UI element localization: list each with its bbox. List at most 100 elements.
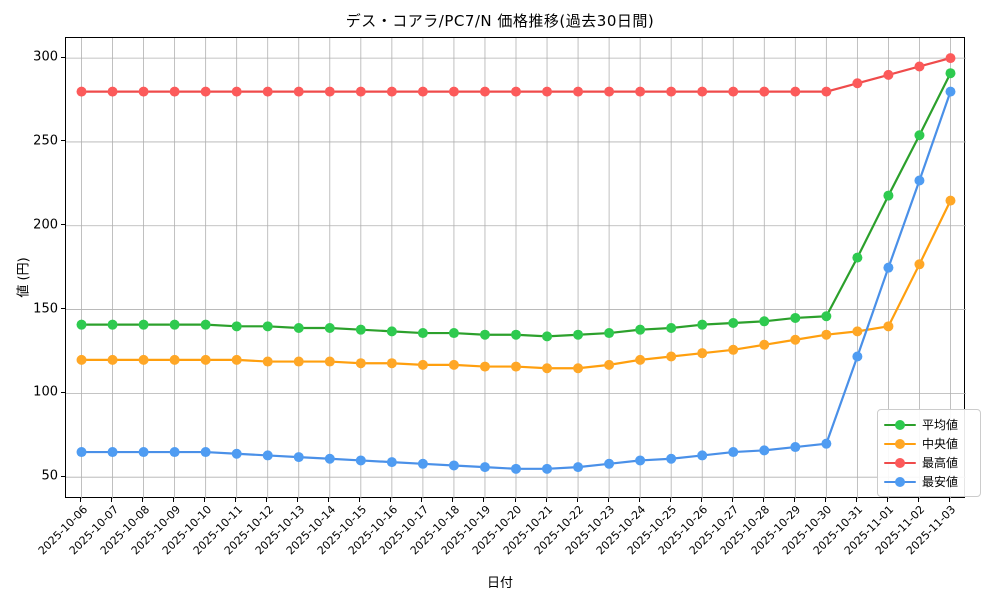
legend-label: 平均値 (922, 418, 959, 432)
data-point (511, 463, 521, 474)
data-point (790, 334, 801, 345)
data-point (573, 363, 584, 374)
legend-item[interactable]: 平均値 (884, 415, 974, 434)
data-point (324, 453, 335, 464)
x-tick-mark (793, 498, 795, 502)
data-point (448, 359, 459, 370)
data-point (138, 354, 149, 365)
x-tick-mark (545, 498, 547, 502)
data-point (604, 86, 615, 97)
legend-swatch-icon (884, 437, 916, 451)
data-point (945, 195, 956, 206)
data-point (852, 252, 863, 263)
legend: 平均値中央値最高値最安値 (877, 409, 981, 497)
data-point (324, 356, 335, 367)
data-point (790, 442, 801, 453)
data-point (852, 351, 863, 362)
data-point (76, 354, 87, 365)
x-tick-mark (607, 498, 609, 502)
data-point (138, 86, 149, 97)
data-point (76, 319, 87, 330)
legend-item[interactable]: 最安値 (884, 472, 974, 491)
data-point (790, 86, 801, 97)
data-point (138, 447, 149, 458)
data-point (883, 190, 894, 201)
data-point (169, 447, 180, 458)
data-point (883, 321, 894, 332)
x-tick-mark (297, 498, 299, 502)
y-tick-mark (61, 475, 65, 477)
data-point (417, 86, 428, 97)
legend-swatch-icon (884, 475, 916, 489)
data-point (573, 329, 584, 340)
y-tick-mark (61, 224, 65, 226)
data-point (604, 359, 615, 370)
x-tick-mark (700, 498, 702, 502)
data-point (262, 86, 273, 97)
x-tick-mark (328, 498, 330, 502)
plot-canvas (66, 38, 966, 499)
data-point (231, 321, 242, 332)
data-point (511, 86, 521, 97)
legend-label: 最安値 (922, 475, 959, 489)
legend-label: 最高値 (922, 456, 959, 470)
x-tick-mark (948, 498, 950, 502)
data-point (138, 319, 149, 330)
data-point (231, 448, 242, 459)
data-point (542, 86, 553, 97)
legend-item[interactable]: 最高値 (884, 453, 974, 472)
x-tick-mark (669, 498, 671, 502)
data-point (386, 358, 397, 369)
data-point (852, 78, 863, 89)
page-title: デス・コアラ/PC7/N 価格推移(過去30日間) (345, 12, 655, 30)
y-tick-label: 50 (41, 468, 58, 484)
data-point (604, 328, 615, 339)
data-point (76, 86, 87, 97)
data-point (169, 354, 180, 365)
x-tick-mark (266, 498, 268, 502)
data-point (728, 344, 739, 355)
data-point (262, 450, 273, 461)
x-tick-mark (483, 498, 485, 502)
y-tick-label: 250 (33, 133, 58, 149)
data-point (697, 319, 708, 330)
x-tick-mark (731, 498, 733, 502)
data-point (417, 458, 428, 469)
data-point (914, 130, 925, 141)
data-point (200, 354, 211, 365)
data-point (573, 86, 584, 97)
data-point (821, 438, 832, 449)
data-point (355, 455, 366, 466)
data-point (759, 339, 770, 350)
data-point (697, 450, 708, 461)
data-point (635, 354, 646, 365)
data-point (883, 69, 894, 80)
x-tick-mark (359, 498, 361, 502)
legend-item[interactable]: 中央値 (884, 434, 974, 453)
data-point (448, 86, 459, 97)
data-point (511, 361, 521, 372)
data-point (852, 326, 863, 337)
y-tick-mark (61, 391, 65, 393)
data-point (511, 329, 521, 340)
data-point (945, 53, 956, 64)
x-tick-mark (762, 498, 764, 502)
data-point (355, 358, 366, 369)
data-point (417, 359, 428, 370)
x-tick-mark (638, 498, 640, 502)
data-point (355, 86, 366, 97)
data-point (697, 348, 708, 359)
legend-swatch-icon (884, 456, 916, 470)
plot-area (65, 37, 966, 499)
data-point (821, 86, 832, 97)
data-point (479, 462, 490, 473)
x-axis-label: 日付 (486, 576, 513, 591)
data-point (107, 447, 118, 458)
data-point (386, 457, 397, 468)
data-point (542, 463, 553, 474)
x-tick-mark (204, 498, 206, 502)
data-point (231, 86, 242, 97)
data-point (479, 86, 490, 97)
data-point (262, 356, 273, 367)
data-point (386, 326, 397, 337)
